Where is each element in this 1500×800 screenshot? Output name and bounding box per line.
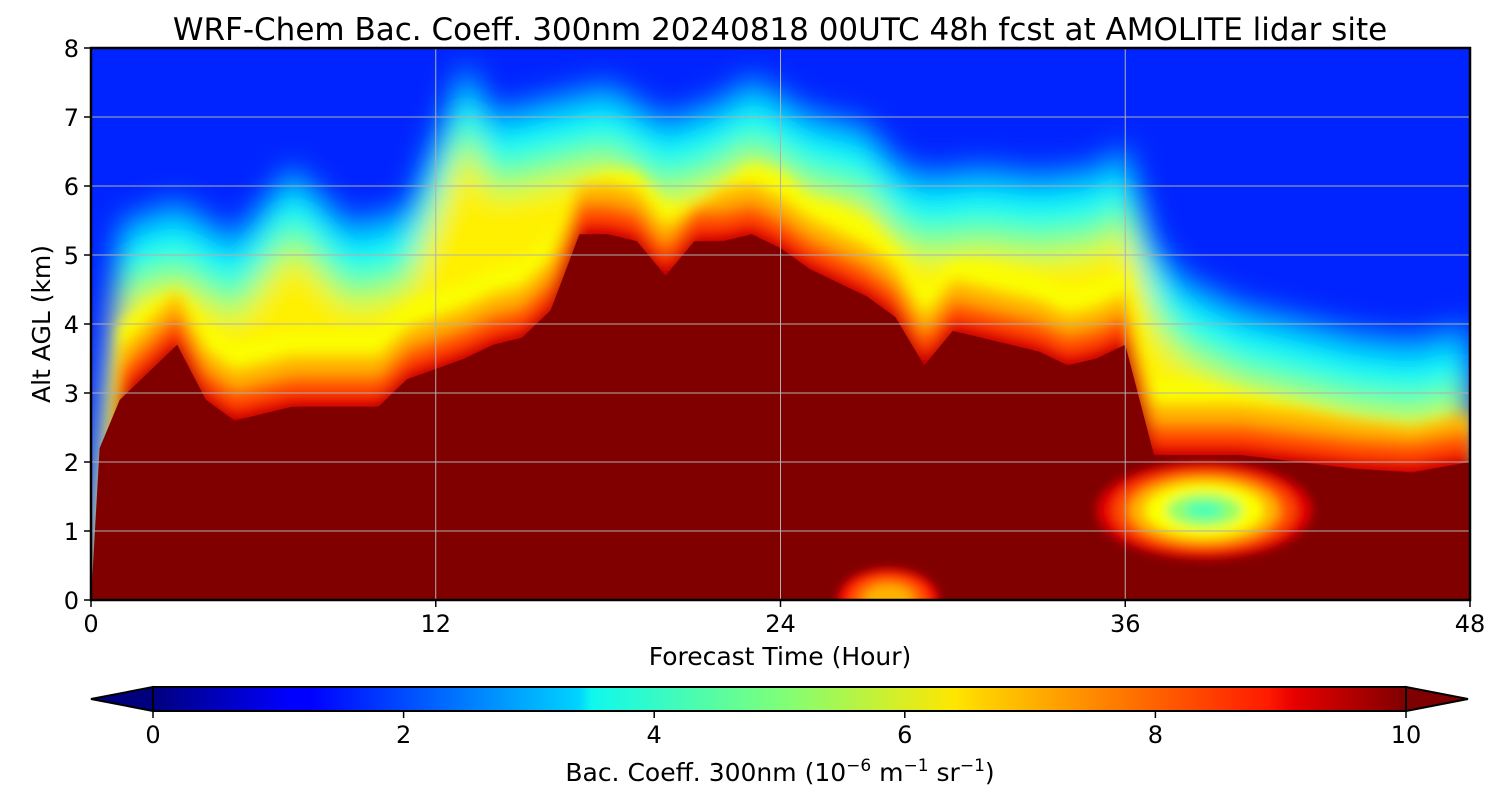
clean-pocket-group: [837, 462, 1312, 600]
colorbar-tick-label: 10: [1391, 721, 1422, 749]
x-tick-label: 0: [83, 610, 98, 638]
plot-area: [91, 48, 1470, 600]
clean-pocket-band: [1184, 501, 1224, 519]
colorbar-label: Bac. Coeff. 300nm (10−6 m−1 sr−1): [565, 756, 994, 787]
colorbar-extend-high: [1405, 685, 1469, 713]
x-tick-label: 12: [420, 610, 451, 638]
x-tick-label: 24: [765, 610, 796, 638]
x-tick-label: 36: [1110, 610, 1141, 638]
colorbar-extend-low: [90, 685, 154, 713]
y-tick-label: 7: [64, 104, 79, 132]
y-tick-label: 5: [64, 242, 79, 270]
y-tick-label: 3: [64, 380, 79, 408]
x-axis-label: Forecast Time (Hour): [649, 642, 912, 671]
surface-pocket-band: [863, 584, 914, 600]
colorbar-gradient: [152, 686, 1407, 712]
x-tick-label: 48: [1455, 610, 1486, 638]
y-tick-label: 2: [64, 449, 79, 477]
chart-title: WRF-Chem Bac. Coeff. 300nm 20240818 00UT…: [173, 12, 1387, 48]
colorbar-tick-label: 4: [647, 721, 662, 749]
colorbar-tick-label: 8: [1148, 721, 1163, 749]
colorbar: 0 2 4 6 8 10 Bac. Coeff. 300nm (10−6 m−1 sr−1…: [90, 685, 1469, 787]
colorbar-tick-label: 2: [396, 721, 411, 749]
x-axis: 0 12 24 36 48: [83, 600, 1485, 638]
y-axis: 0 1 2 3 4 5 6 7 8: [64, 35, 91, 615]
y-tick-label: 4: [64, 311, 79, 339]
y-tick-label: 6: [64, 173, 79, 201]
y-axis-label: Alt AGL (km): [27, 245, 56, 403]
y-tick-label: 0: [64, 587, 79, 615]
colorbar-tick-label: 6: [897, 721, 912, 749]
colorbar-tick-label: 0: [145, 721, 160, 749]
y-tick-label: 8: [64, 35, 79, 63]
y-tick-label: 1: [64, 518, 79, 546]
